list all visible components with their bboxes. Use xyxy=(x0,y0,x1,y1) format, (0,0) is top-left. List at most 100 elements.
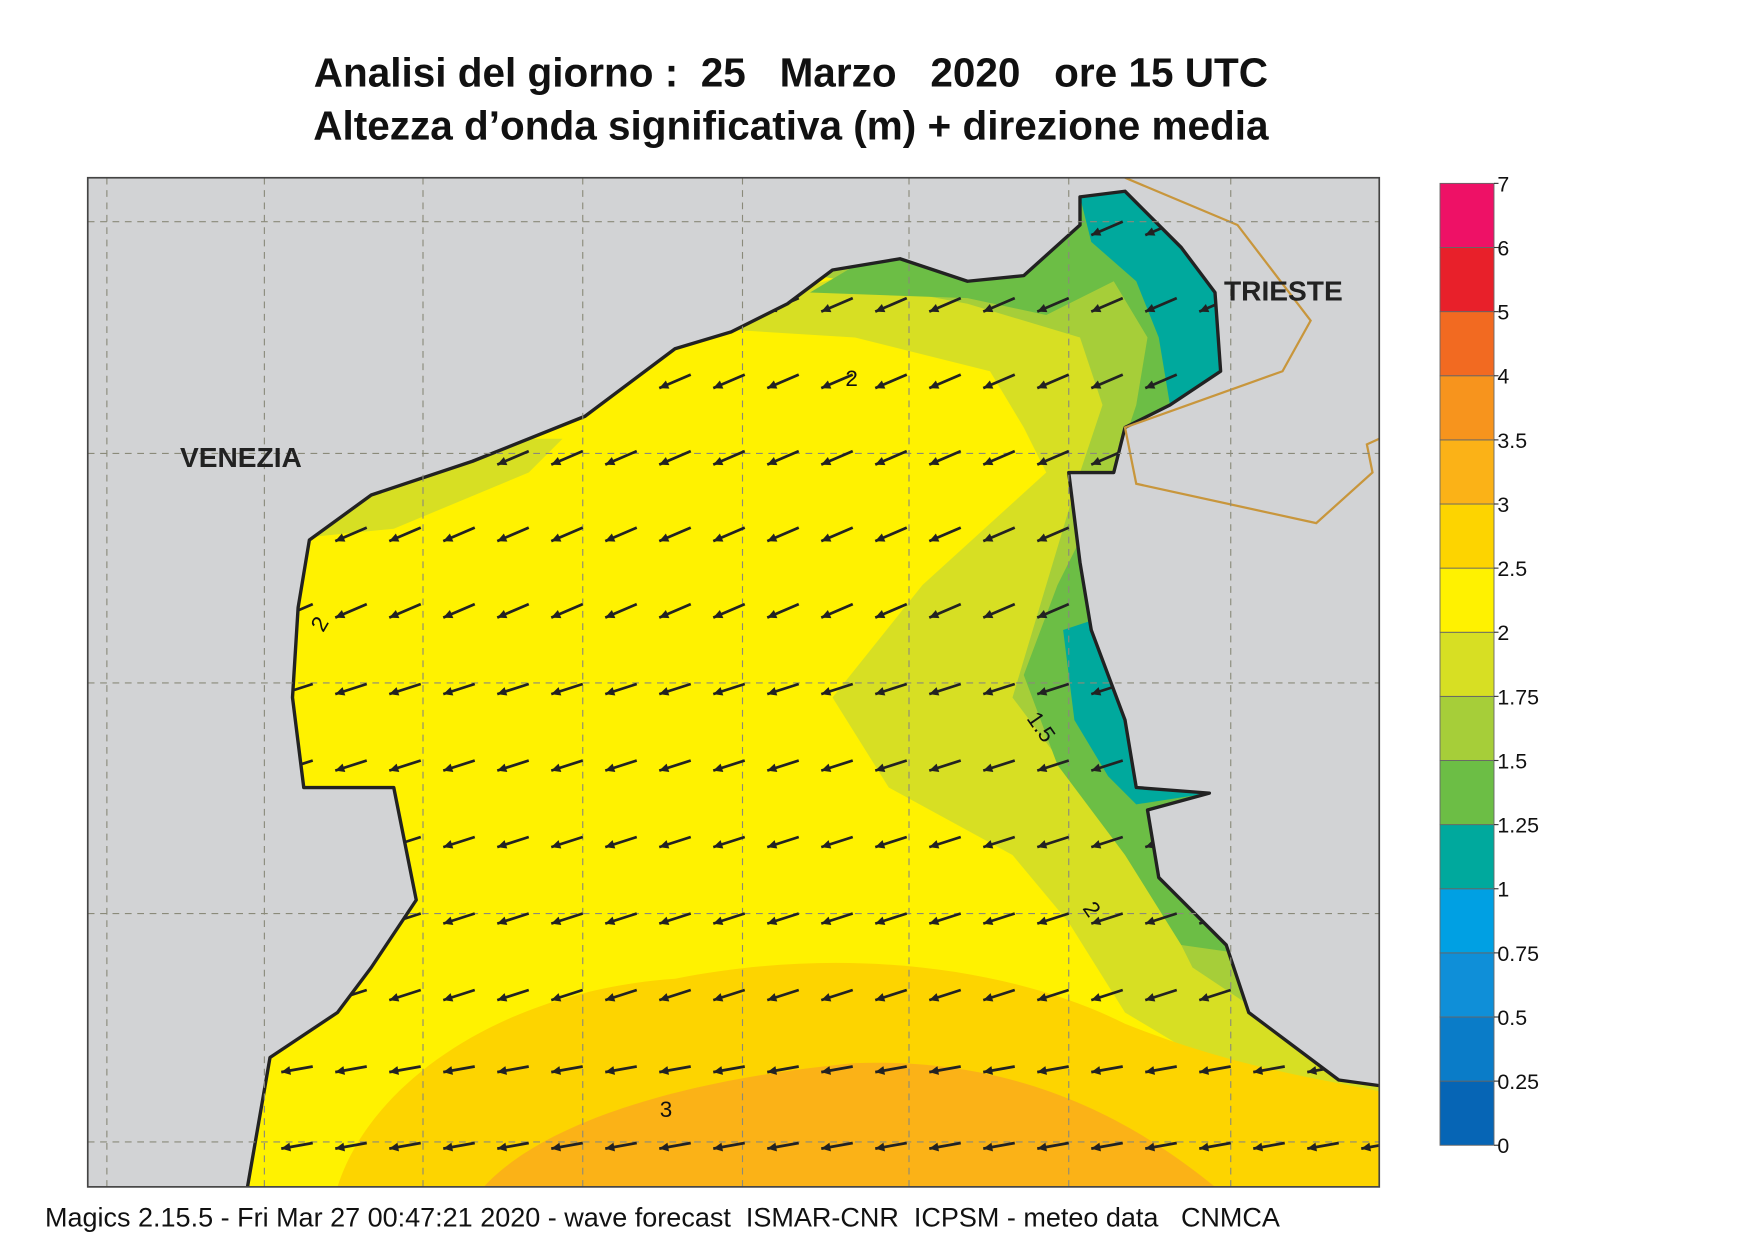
arrow-head xyxy=(389,1142,399,1152)
colorbar-segment xyxy=(1439,760,1495,826)
arrow-head xyxy=(1091,1142,1101,1152)
contour-label: 2 xyxy=(845,366,858,391)
arrow-head xyxy=(659,763,670,773)
arrow-head xyxy=(443,1142,453,1152)
arrow-head xyxy=(1253,1066,1263,1075)
arrow-head xyxy=(767,1142,777,1152)
arrow-head xyxy=(1037,303,1048,313)
arrow-head xyxy=(821,1066,831,1075)
arrow-head xyxy=(929,303,940,313)
colorbar-segment xyxy=(1439,631,1495,697)
place-label: TRIESTE xyxy=(1224,275,1343,306)
arrow-head xyxy=(443,993,454,1002)
arrow-head xyxy=(659,456,670,466)
colorbar-segment xyxy=(1439,503,1495,569)
arrow-head xyxy=(767,687,778,696)
colorbar-segment xyxy=(1439,1016,1495,1082)
map-root: Analisi del giorno : 25 Marzo 2020 ore 1… xyxy=(45,50,1539,1233)
arrow-head xyxy=(1037,533,1048,542)
arrow-head xyxy=(713,456,724,466)
contour-label: 3 xyxy=(660,1097,673,1122)
arrow-head xyxy=(1145,840,1156,849)
arrow-head xyxy=(875,456,886,466)
arrow-head xyxy=(875,1142,885,1152)
arrow-head xyxy=(767,609,778,619)
colorbar-segment xyxy=(1439,567,1495,633)
arrow-head xyxy=(875,533,886,542)
arrow-head xyxy=(875,380,886,389)
arrow-head xyxy=(875,609,886,619)
arrow-head xyxy=(821,687,832,696)
arrow-head xyxy=(335,687,346,696)
arrow-head xyxy=(929,380,940,389)
arrow-head xyxy=(821,380,832,389)
arrow-head xyxy=(443,687,454,696)
map xyxy=(87,177,1380,1187)
arrow-head xyxy=(1091,840,1102,849)
arrow-head xyxy=(497,993,508,1002)
colorbar-label: 0.75 xyxy=(1497,942,1539,966)
arrow-head xyxy=(1091,1066,1101,1075)
arrow-head xyxy=(821,456,832,466)
arrow-head xyxy=(659,993,670,1002)
arrow-head xyxy=(821,916,832,926)
title: Analisi del giorno : 25 Marzo 2020 ore 1… xyxy=(314,50,1268,96)
arrow-head xyxy=(875,763,886,773)
arrow-head xyxy=(1037,993,1048,1002)
arrow-head xyxy=(983,533,994,542)
arrow-head xyxy=(929,1142,939,1152)
arrow-head xyxy=(605,840,616,849)
arrow-head xyxy=(1091,993,1102,1002)
arrow-head xyxy=(1037,456,1048,466)
arrow-head xyxy=(659,609,670,619)
arrow-head xyxy=(1199,1142,1209,1152)
arrow-head xyxy=(605,687,616,696)
arrow-head xyxy=(659,1142,669,1152)
arrow-head xyxy=(1037,380,1048,389)
arrow-head xyxy=(1037,687,1048,696)
arrow-head xyxy=(1037,840,1048,849)
colorbar-label: 2.5 xyxy=(1497,557,1527,581)
arrow-head xyxy=(497,1066,507,1075)
band-175 xyxy=(281,438,563,540)
arrow-head xyxy=(1145,1142,1155,1152)
arrow-head xyxy=(1037,763,1048,773)
arrow-head xyxy=(551,533,562,542)
arrow-head xyxy=(929,993,940,1002)
arrow-head xyxy=(821,609,832,619)
arrow-head xyxy=(767,533,778,542)
arrow-head xyxy=(821,533,832,542)
arrow-head xyxy=(389,1066,399,1075)
arrow-head xyxy=(605,1066,615,1075)
colorbar-label: 2 xyxy=(1497,621,1509,645)
arrow-head xyxy=(605,916,616,926)
arrow-head xyxy=(443,840,454,849)
arrow-head xyxy=(1145,380,1156,389)
arrow-head xyxy=(767,763,778,773)
arrow-head xyxy=(983,763,994,773)
arrow-head xyxy=(443,763,454,773)
arrow-head xyxy=(281,1066,291,1075)
colorbar-segment xyxy=(1439,952,1495,1018)
arrow-head xyxy=(713,916,724,926)
arrow-head xyxy=(335,533,346,542)
arrow-head xyxy=(335,609,346,619)
colorbar-label: 0.5 xyxy=(1497,1006,1527,1030)
arrow-head xyxy=(497,609,508,619)
arrow-head xyxy=(659,687,670,696)
arrow-head xyxy=(605,993,616,1002)
arrow-head xyxy=(713,380,724,389)
colorbar-segment xyxy=(1439,888,1495,954)
arrow-head xyxy=(1091,916,1102,926)
arrow-head xyxy=(551,840,562,849)
arrow-head xyxy=(1199,993,1210,1002)
arrow-head xyxy=(929,916,940,926)
arrow-head xyxy=(1199,1066,1209,1075)
arrow-head xyxy=(551,916,562,926)
arrow-head xyxy=(1037,609,1048,619)
arrow-head xyxy=(551,1066,561,1075)
arrow-head xyxy=(713,1142,723,1152)
arrow-head xyxy=(767,1066,777,1075)
arrow-head xyxy=(281,1142,291,1152)
